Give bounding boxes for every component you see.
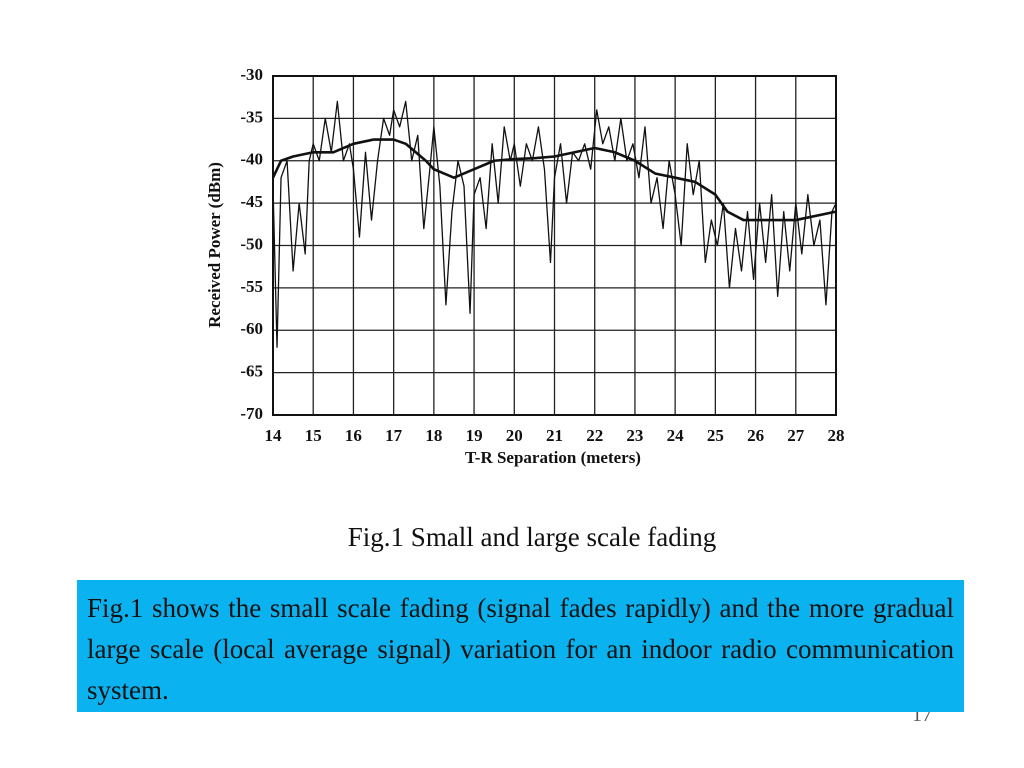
x-tick-label: 20 bbox=[506, 426, 523, 445]
x-tick-label: 22 bbox=[586, 426, 603, 445]
x-tick-label: 15 bbox=[305, 426, 322, 445]
x-tick-label: 26 bbox=[747, 426, 764, 445]
x-tick-label: 19 bbox=[466, 426, 483, 445]
y-tick-label: -70 bbox=[240, 404, 263, 423]
x-tick-label: 14 bbox=[265, 426, 283, 445]
description: Fig.1 shows the small scale fading (sign… bbox=[77, 580, 964, 712]
y-tick-label: -55 bbox=[240, 277, 263, 296]
figure-caption: Fig.1 Small and large scale fading bbox=[347, 522, 717, 552]
x-tick-label: 25 bbox=[707, 426, 724, 445]
x-tick-label: 27 bbox=[787, 426, 805, 445]
data-line bbox=[271, 138, 837, 222]
data-line bbox=[272, 100, 837, 348]
y-tick-label: -30 bbox=[240, 65, 263, 84]
plot-frame bbox=[272, 75, 837, 416]
y-tick-label: -40 bbox=[240, 150, 263, 169]
x-tick-label: 28 bbox=[828, 426, 845, 445]
x-tick-label: 18 bbox=[425, 426, 442, 445]
y-tick-label: -50 bbox=[240, 234, 263, 253]
y-tick-label: -65 bbox=[240, 362, 263, 381]
y-tick-label: -35 bbox=[240, 107, 263, 126]
x-axis-title: T-R Separation (meters) bbox=[465, 448, 641, 467]
y-tick-label: -60 bbox=[240, 319, 263, 338]
x-tick-label: 23 bbox=[626, 426, 643, 445]
x-tick-label: 16 bbox=[345, 426, 362, 445]
chart: T-R Separation (meters) Received Power (… bbox=[205, 65, 845, 467]
x-tick-label: 17 bbox=[385, 426, 403, 445]
x-tick-label: 24 bbox=[667, 426, 685, 445]
y-tick-label: -45 bbox=[240, 192, 263, 211]
x-tick-label: 21 bbox=[546, 426, 563, 445]
y-axis-title: Received Power (dBm) bbox=[205, 162, 224, 328]
